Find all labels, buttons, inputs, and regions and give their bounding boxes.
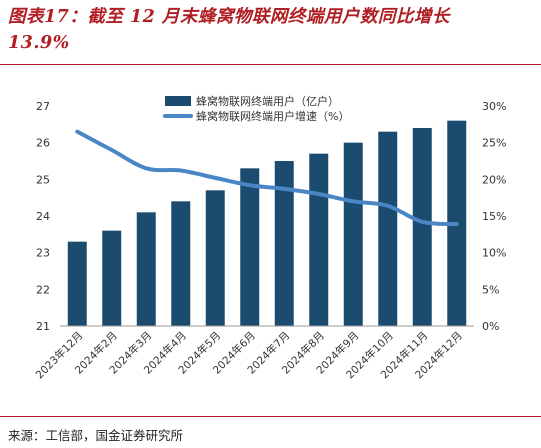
legend-label-bar: 蜂窝物联网终端用户（亿户） (196, 94, 339, 108)
growth-rate-line (75, 129, 459, 227)
bar-11 (412, 128, 432, 326)
chart-title-line-2: 13.9% (8, 33, 70, 53)
legend-swatch-bar (165, 96, 191, 106)
y-left-tick-label: 23 (36, 247, 50, 260)
combo-chart: 蜂窝物联网终端用户（亿户） 蜂窝物联网终端用户增速（%） 21 22 23 24 25 2… (33, 94, 506, 381)
chart-title: 图表17：截至 12 月末蜂窝物联网终端用户数同比增长 13.9% (8, 4, 533, 56)
bar-1 (67, 241, 87, 326)
y-right-tick-label: 15% (482, 210, 506, 223)
y-right-tick-label: 10% (482, 247, 506, 260)
y-left-tick-label: 24 (36, 210, 50, 223)
bar-4 (171, 201, 191, 326)
y-right-tick-label: 25% (482, 137, 506, 150)
source-divider (0, 416, 541, 417)
bar-9 (343, 142, 363, 326)
chart-legend: 蜂窝物联网终端用户（亿户） 蜂窝物联网终端用户增速（%） (163, 94, 349, 123)
y-right-tick-label: 5% (482, 283, 499, 296)
y-left-tick-label: 27 (36, 100, 50, 113)
title-divider (0, 64, 541, 65)
bar-10 (378, 131, 398, 326)
y-left-tick-label: 25 (36, 173, 50, 186)
source-note: 来源：工信部，国金证券研究所 (8, 428, 184, 443)
bar-8 (309, 153, 329, 326)
plot-area: 212223242526270%5%10%15%20%25%30%2023年12… (33, 100, 506, 381)
y-right-tick-label: 0% (482, 320, 499, 333)
y-left-tick-label: 22 (36, 283, 50, 296)
bar-7 (274, 161, 294, 326)
bar-2 (102, 230, 122, 326)
legend-label-line: 蜂窝物联网终端用户增速（%） (196, 109, 349, 123)
y-right-tick-label: 30% (482, 100, 506, 113)
y-left-tick-label: 21 (36, 320, 50, 333)
bar-6 (240, 168, 260, 326)
y-left-tick-label: 26 (36, 137, 50, 150)
bar-5 (205, 190, 225, 326)
y-right-tick-label: 20% (482, 173, 506, 186)
chart-title-line-1: 图表17：截至 12 月末蜂窝物联网终端用户数同比增长 (8, 7, 450, 27)
bar-3 (136, 212, 156, 326)
